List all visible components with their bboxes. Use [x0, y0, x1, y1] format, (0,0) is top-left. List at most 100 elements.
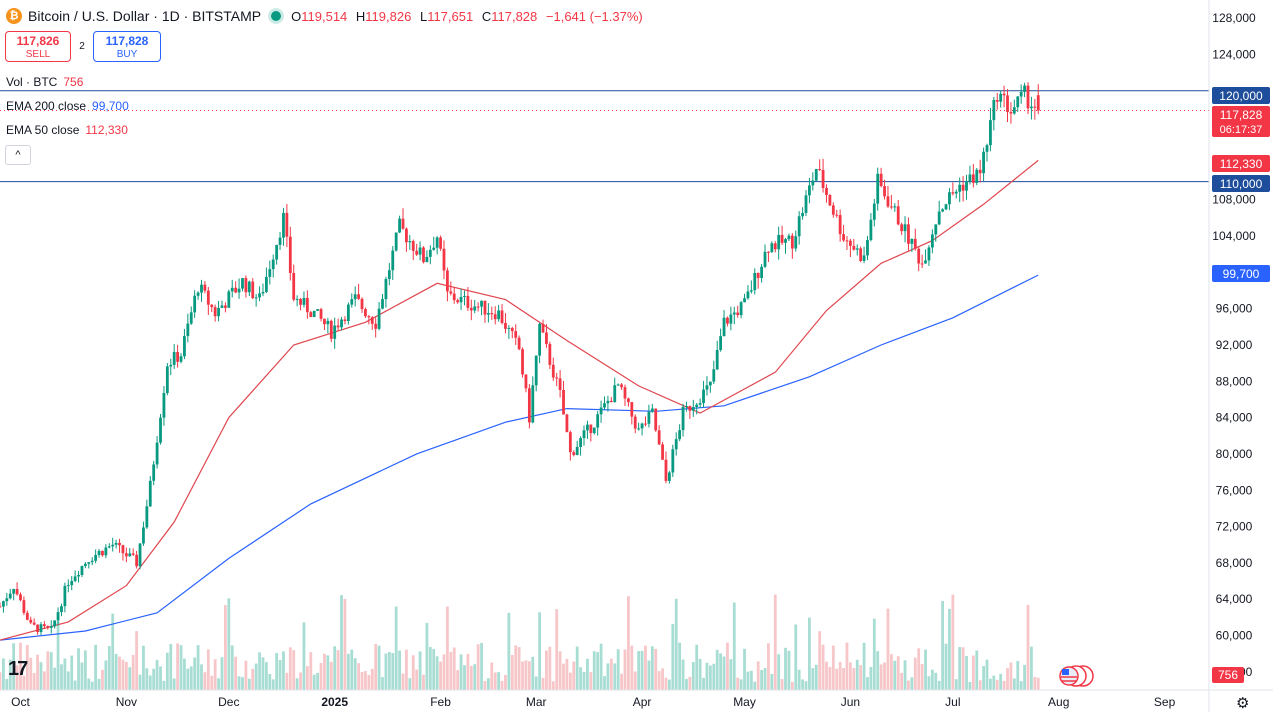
market-status-icon[interactable]: [271, 11, 282, 21]
collapse-legend-button[interactable]: ^: [5, 145, 31, 165]
volume-bar: [490, 662, 494, 690]
volume-bar: [1036, 677, 1040, 690]
volume-bar: [705, 662, 709, 690]
candle-body: [247, 281, 251, 293]
volume-bar: [241, 677, 244, 690]
candle-body: [36, 624, 39, 633]
candle-body: [497, 310, 501, 320]
volume-bar: [87, 678, 91, 690]
candle-body: [527, 388, 531, 423]
candle-body: [60, 606, 63, 613]
volume-bar: [927, 676, 931, 690]
candle-body: [302, 297, 306, 305]
candle-body: [66, 585, 70, 587]
volume-bar: [213, 659, 217, 690]
candle-body: [357, 294, 361, 299]
candle-body: [954, 191, 958, 194]
candle-body: [886, 196, 890, 207]
ema50-legend[interactable]: EMA 50 close 112,330: [6, 123, 128, 137]
gear-icon[interactable]: ⚙: [1236, 695, 1250, 712]
candle-body: [603, 403, 606, 408]
candle-body: [951, 192, 955, 194]
volume-bar: [688, 676, 692, 690]
volume-bar: [90, 681, 94, 690]
volume-bar: [804, 681, 808, 690]
candle-body: [183, 336, 186, 357]
candle-body: [213, 307, 217, 317]
volume-bar: [623, 649, 627, 690]
volume-bar: [589, 672, 593, 690]
candle-body: [818, 169, 822, 171]
volume-bar: [131, 654, 135, 690]
volume-bar: [647, 660, 651, 690]
volume-bar: [586, 658, 589, 690]
volume-bar: [295, 678, 299, 690]
volume-bar: [377, 645, 381, 690]
volume-bar: [869, 666, 873, 690]
x-tick-label: Dec: [218, 695, 239, 709]
candle-body: [989, 120, 992, 146]
volume-bar: [664, 677, 668, 690]
candle-body: [445, 270, 449, 292]
symbol-title[interactable]: Bitcoin / U.S. Dollar · 1D · BITSTAMP: [28, 8, 262, 24]
volume-bar: [603, 676, 606, 690]
candle-body: [613, 385, 617, 403]
x-tick-label: Jun: [841, 695, 860, 709]
candle-body: [333, 325, 337, 339]
ema50-line: [0, 159, 1039, 641]
volume-bar: [616, 649, 620, 690]
x-tick-label: Jul: [945, 695, 960, 709]
volume-bar: [654, 648, 658, 690]
tradingview-logo-icon[interactable]: 17: [8, 658, 28, 680]
candle-body: [15, 589, 19, 595]
candle-body: [381, 299, 384, 309]
volume-bar: [172, 678, 176, 690]
volume-bar: [408, 678, 412, 690]
chevron-up-icon: ^: [15, 149, 21, 161]
candle-body: [872, 203, 876, 220]
x-tick-label: Aug: [1048, 695, 1069, 709]
candle-body: [370, 317, 374, 324]
candle-body: [189, 312, 193, 324]
volume-bar: [527, 661, 531, 690]
ema200-legend-value: 99,700: [92, 99, 129, 113]
y-tick-label: 64,000: [1216, 592, 1253, 606]
candle-body: [920, 263, 924, 265]
candle-body: [469, 307, 473, 311]
candle-body: [575, 446, 579, 456]
volume-bar: [599, 643, 603, 690]
us-flag-icon[interactable]: [1059, 665, 1094, 687]
candle-body: [531, 385, 535, 423]
volume-bar: [428, 647, 432, 690]
candle-body: [237, 288, 241, 293]
last-price-tag-text: 117,828: [1220, 108, 1263, 122]
candle-body: [500, 310, 504, 324]
volume-bar: [19, 642, 22, 690]
volume-bar: [712, 663, 716, 690]
candle-body: [572, 452, 576, 456]
volume-bar: [698, 658, 702, 690]
volume-bar: [999, 673, 1003, 690]
candle-body: [346, 304, 350, 321]
ema200-legend[interactable]: EMA 200 close 99,700: [6, 99, 129, 113]
volume-bar: [148, 675, 152, 690]
volume-bar: [883, 662, 886, 690]
candle-body: [787, 235, 791, 240]
candle-body: [739, 302, 743, 316]
candle-body: [558, 378, 562, 390]
ema50-legend-value: 112,330: [85, 123, 128, 137]
volume-bar: [989, 678, 992, 690]
sell-button[interactable]: 117,826 SELL: [5, 31, 71, 62]
volume-bar: [770, 673, 774, 690]
volume-bar: [606, 663, 610, 690]
time-axis[interactable]: Oct Nov Dec 2025 Feb Mar Apr May Jun Jul Aug Sep: [0, 689, 1273, 709]
candle-body: [415, 250, 419, 255]
candle-body: [838, 215, 842, 235]
volume-bar: [292, 650, 296, 690]
buy-button[interactable]: 117,828 BUY: [93, 31, 161, 62]
volume-bar: [186, 668, 190, 690]
last-price-tag: [1212, 106, 1270, 137]
volume-legend[interactable]: Vol · BTC 756: [6, 75, 83, 89]
volume-bar: [1030, 646, 1033, 690]
